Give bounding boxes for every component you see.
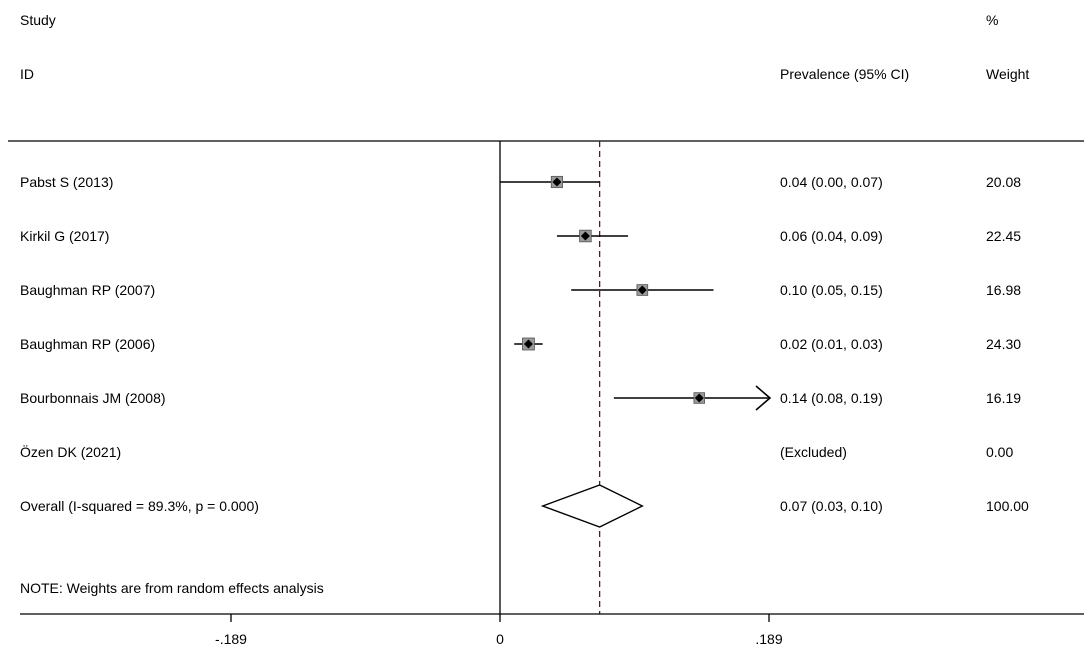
overall-ci-text: 0.07 (0.03, 0.10) bbox=[780, 498, 883, 514]
study-point-estimate bbox=[694, 393, 704, 403]
study-label: Özen DK (2021) bbox=[20, 443, 121, 460]
study-label: Baughman RP (2007) bbox=[20, 282, 155, 298]
header-effect: Prevalence (95% CI) bbox=[780, 66, 909, 82]
study-ci-text: 0.14 (0.08, 0.19) bbox=[780, 390, 883, 406]
study-point-estimate bbox=[637, 285, 647, 295]
x-tick-label: 0 bbox=[496, 631, 504, 647]
header-study: Study bbox=[20, 12, 56, 28]
overall-diamond bbox=[540, 484, 644, 528]
study-point-estimate bbox=[552, 177, 562, 187]
x-tick-label: -.189 bbox=[215, 631, 247, 647]
x-tick-label: .189 bbox=[755, 631, 782, 647]
header-weight: Weight bbox=[986, 66, 1029, 82]
study-weight: 20.08 bbox=[986, 174, 1021, 190]
note-text: NOTE: Weights are from random effects an… bbox=[20, 580, 324, 596]
study-ci-text: 0.04 (0.00, 0.07) bbox=[780, 174, 883, 190]
study-weight: 22.45 bbox=[986, 228, 1021, 244]
study-ci-text: 0.02 (0.01, 0.03) bbox=[780, 336, 883, 352]
study-weight: 16.19 bbox=[986, 390, 1021, 406]
header-percent: % bbox=[986, 12, 998, 28]
study-point-estimate bbox=[523, 339, 533, 349]
study-ci-text: 0.10 (0.05, 0.15) bbox=[780, 282, 883, 298]
overall-weight: 100.00 bbox=[986, 498, 1029, 514]
study-label: Baughman RP (2006) bbox=[20, 336, 155, 352]
study-point-estimate bbox=[580, 231, 590, 241]
overall-label: Overall (I-squared = 89.3%, p = 0.000) bbox=[20, 498, 259, 514]
study-ci-arrow bbox=[755, 385, 772, 411]
study-ci-text: 0.06 (0.04, 0.09) bbox=[780, 228, 883, 244]
header-id: ID bbox=[20, 66, 34, 82]
study-ci-text: (Excluded) bbox=[780, 444, 847, 460]
study-weight: 16.98 bbox=[986, 282, 1021, 298]
study-label: Kirkil G (2017) bbox=[20, 228, 109, 244]
study-label: Bourbonnais JM (2008) bbox=[20, 390, 166, 406]
study-label: Pabst S (2013) bbox=[20, 174, 113, 190]
study-weight: 0.00 bbox=[986, 444, 1013, 460]
study-weight: 24.30 bbox=[986, 336, 1021, 352]
